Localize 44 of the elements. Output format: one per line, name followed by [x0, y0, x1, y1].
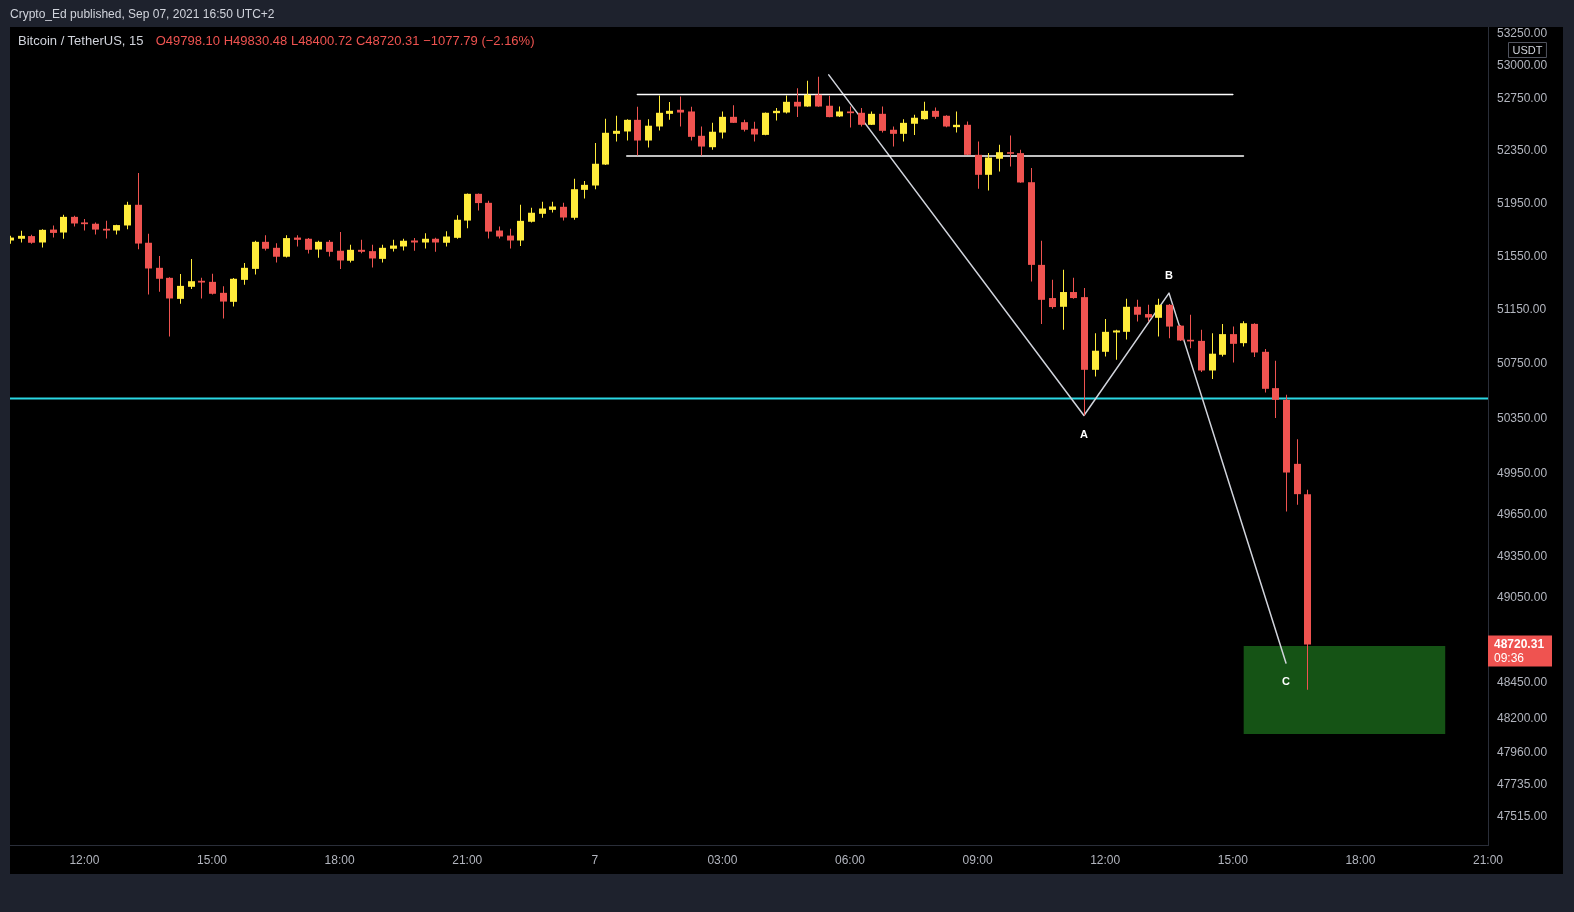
y-tick-label: 47735.00 — [1497, 777, 1548, 792]
x-tick-label: 18:00 — [324, 852, 355, 867]
y-tick-label: 51150.00 — [1497, 302, 1547, 317]
x-tick-label: 12:00 — [1090, 852, 1121, 867]
x-tick-label: 15:00 — [1217, 852, 1249, 867]
annotation: B — [1165, 269, 1174, 282]
y-tick-label: 51950.00 — [1497, 195, 1548, 210]
text: 48720.31 — [1494, 636, 1545, 651]
x-tick-label: 15:00 — [197, 852, 228, 867]
candlestick — [81, 219, 88, 231]
y-tick-label: 50750.00 — [1497, 356, 1548, 371]
text: 09:36 — [1494, 650, 1525, 665]
annotation: A — [1079, 427, 1088, 440]
x-tick-label: 21:00 — [1472, 852, 1504, 867]
y-tick-label: 49050.00 — [1497, 590, 1548, 605]
y-tick-label: 47515.00 — [1497, 809, 1548, 824]
y-tick-label: 49350.00 — [1497, 548, 1548, 563]
y-tick-label: 47960.00 — [1497, 744, 1548, 759]
x-tick-label: 12:00 — [69, 852, 100, 867]
candlestick — [1113, 329, 1120, 360]
x-tick-label: 18:00 — [1345, 852, 1376, 867]
y-tick-label: 52350.00 — [1497, 142, 1548, 157]
y-tick-label: 48200.00 — [1497, 710, 1548, 725]
y-tick-label: 48450.00 — [1497, 675, 1548, 690]
x-tick-label: 21:00 — [452, 852, 483, 867]
x-tick-label: 09:00 — [962, 852, 993, 867]
candlestick — [1007, 135, 1014, 167]
candlestick — [847, 106, 854, 128]
x-tick-label: 06:00 — [835, 852, 866, 867]
y-axis-title: USDT — [1512, 43, 1543, 56]
y-tick-label: 53000.00 — [1497, 58, 1548, 73]
y-tick-label: 49950.00 — [1497, 465, 1548, 480]
x-tick-label: 7 — [591, 852, 599, 867]
candlestick — [677, 96, 684, 127]
y-tick-label: 53250.00 — [1497, 25, 1548, 40]
x-tick-label: 03:00 — [707, 852, 738, 867]
y-tick-label: 50350.00 — [1497, 410, 1548, 425]
y-tick-label: 49650.00 — [1497, 506, 1548, 521]
annotation: O49798.10 H49830.48 L48400.72 C48720.31 −1077.79 (−2.16%) — [155, 32, 535, 48]
annotation: C — [1281, 674, 1290, 687]
y-tick-label: 52750.00 — [1497, 90, 1548, 105]
text: Crypto_Ed published, Sep 07, 2021 16:50 UTC+2 — [10, 6, 275, 22]
text: Bitcoin / TetherUS, 15 — [18, 32, 144, 48]
y-tick-label: 51550.00 — [1497, 248, 1548, 263]
